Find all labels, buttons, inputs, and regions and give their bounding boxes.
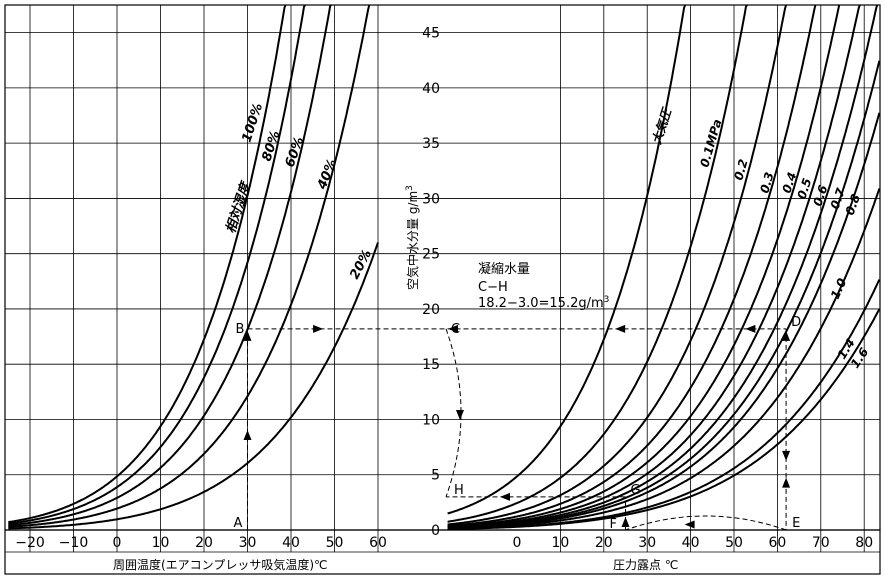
pressure-curve-0.8 <box>447 112 881 530</box>
arrow-e-f <box>684 520 695 529</box>
y-tick-label: 35 <box>422 136 440 152</box>
rh-label-40pct: 40% <box>314 157 340 192</box>
point-label-D: D <box>791 315 801 330</box>
point-label-G: G <box>631 483 641 498</box>
arrow-d-c <box>615 324 626 333</box>
y-tick-label: 10 <box>422 412 440 428</box>
arrow-b-c <box>313 324 324 333</box>
pressure-label-0.5: 0.5 <box>795 176 815 201</box>
left-x-axis-label: 周囲温度(エアコンプレッサ吸気温度)℃ <box>113 557 327 572</box>
y-axis-label: 空気中水分量 g/m3 <box>405 185 420 290</box>
condensation-annotation-line1: 凝縮水量 <box>478 261 530 277</box>
left-x-tick-label: 50 <box>326 535 344 551</box>
arrow-e-up <box>782 477 791 488</box>
pressure-label-0.3: 0.3 <box>757 171 776 195</box>
arrow-f-g <box>621 517 630 527</box>
pressure-curve-大気圧 <box>447 4 687 515</box>
right-x-axis-label: 圧力露点 ℃ <box>613 558 678 572</box>
right-x-tick-label: 80 <box>855 535 873 551</box>
rh-curve-100pct <box>8 4 287 524</box>
pressure-label-0.8: 0.8 <box>843 192 863 217</box>
rh-label-60pct: 60% <box>283 135 308 169</box>
rh-label-80pct: 80% <box>260 129 284 163</box>
left-x-tick-label: −20 <box>15 535 45 551</box>
left-x-tick-label: 40 <box>282 535 300 551</box>
pressure-curve-1.0 <box>447 188 881 530</box>
arrow-d-e <box>782 450 791 461</box>
left-x-tick-label: 60 <box>369 535 387 551</box>
rh-label-100pct: 100% <box>240 101 267 144</box>
y-tick-label: 5 <box>431 468 440 484</box>
right-x-tick-label: 10 <box>551 535 569 551</box>
condensation-annotation-line3: 18.2−3.0=15.2g/m3 <box>478 295 609 311</box>
y-tick-label: 45 <box>422 26 440 42</box>
point-label-F: F <box>610 517 617 532</box>
y-tick-label: 15 <box>422 357 440 373</box>
right-x-tick-label: 30 <box>638 535 656 551</box>
pressure-curve-0.5 <box>447 4 861 529</box>
y-tick-label: 25 <box>422 247 440 263</box>
example-path <box>243 324 791 531</box>
arrow-a-b <box>243 430 252 441</box>
labels: 0 5 10 15 20 25 30 35 40 45 −20 −10 0 10 20 30 40 50 60 0 10… <box>15 26 873 551</box>
right-x-tick-label: 20 <box>595 535 613 551</box>
rh-curve-40pct <box>8 4 371 528</box>
pressure-label-0.6: 0.6 <box>811 183 831 208</box>
path-e-f <box>625 515 787 531</box>
pressure-label-1.0: 1.0 <box>828 276 849 301</box>
plot-frame <box>4 4 881 531</box>
arrow-d-top <box>782 330 791 341</box>
pressure-label-0.4: 0.4 <box>780 170 800 195</box>
left-x-tick-label: −10 <box>59 535 89 551</box>
right-x-tick-label: 40 <box>682 535 700 551</box>
arrow-c-h <box>456 409 464 420</box>
point-label-E: E <box>792 516 800 531</box>
left-x-tick-label: 0 <box>113 535 122 551</box>
rh-curve-80pct <box>8 4 306 525</box>
pressure-curve-0.3 <box>447 4 817 527</box>
left-x-tick-label: 20 <box>195 535 213 551</box>
y-tick-label: 40 <box>422 81 440 97</box>
path-c-h <box>445 328 462 498</box>
y-tick-label: 0 <box>431 523 440 539</box>
pressure-curve-0.1MPa <box>447 4 748 523</box>
condensation-annotation-line2: C−H <box>478 280 508 295</box>
y-tick-label: 30 <box>422 191 440 207</box>
rh-curve-60pct <box>8 4 332 527</box>
right-x-tick-label: 0 <box>513 535 522 551</box>
y-tick-label: 20 <box>422 302 440 318</box>
point-label-C: C <box>451 322 460 337</box>
pressure-curve-0.2 <box>447 4 788 526</box>
arrow-c-left <box>448 324 458 333</box>
right-x-tick-label: 70 <box>812 535 830 551</box>
point-label-A: A <box>234 516 243 531</box>
arrow-b-top <box>243 330 252 341</box>
left-x-tick-label: 10 <box>152 535 170 551</box>
left-x-tick-label: 30 <box>239 535 257 551</box>
right-x-tick-label: 50 <box>725 535 743 551</box>
pressure-label-大気圧: 大気圧 <box>650 105 675 145</box>
rh-curve-20pct <box>8 242 379 530</box>
arrow-d-left <box>745 324 756 333</box>
pressure-label-0.2: 0.2 <box>731 158 750 182</box>
grid <box>4 4 881 575</box>
relative-humidity-title: 相対湿度 <box>223 178 255 235</box>
pressure-curve-1.6 <box>447 308 881 530</box>
point-label-B: B <box>236 322 245 337</box>
point-label-H: H <box>454 483 464 498</box>
right-x-tick-label: 60 <box>768 535 786 551</box>
curves <box>8 4 881 530</box>
pressure-curve-0.4 <box>447 4 841 528</box>
arrow-g-h <box>500 492 510 501</box>
